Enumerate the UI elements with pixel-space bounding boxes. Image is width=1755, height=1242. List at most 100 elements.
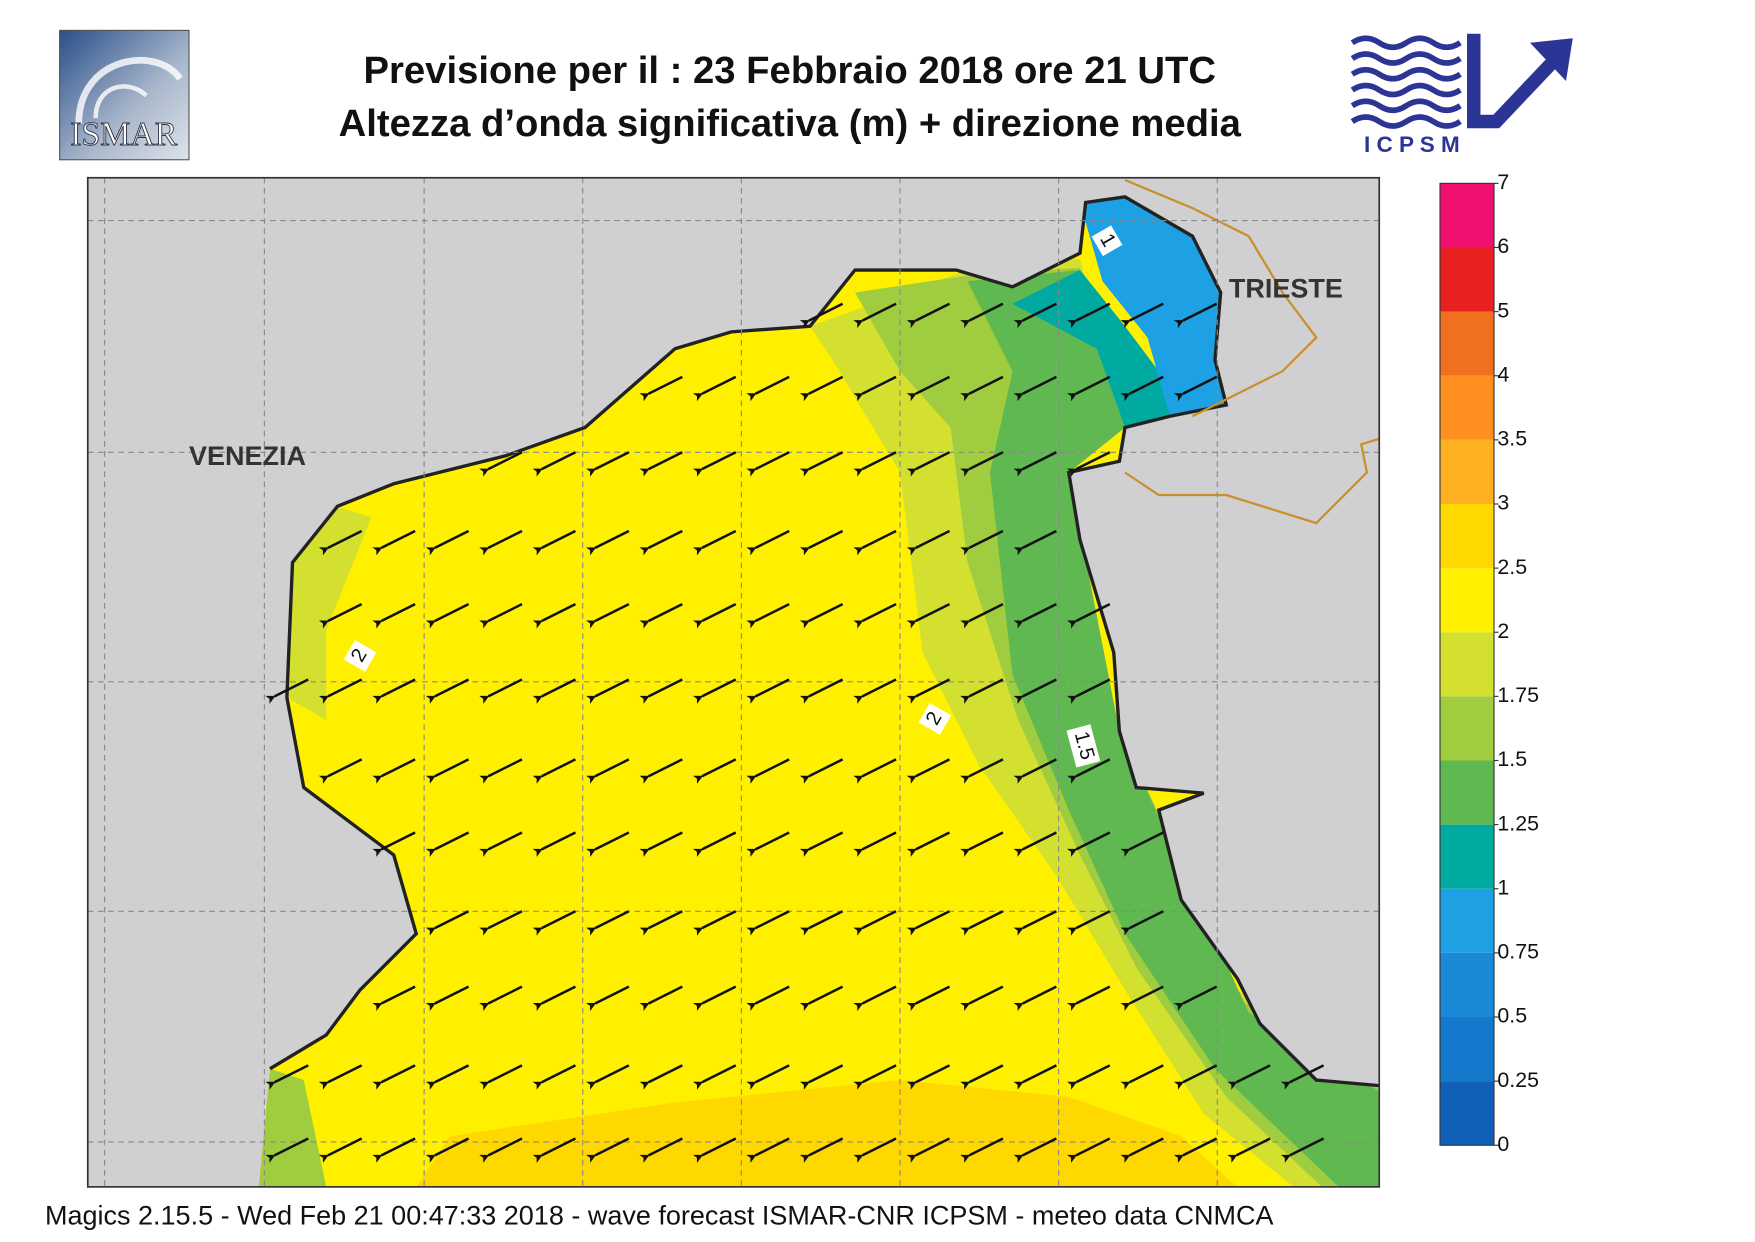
place-label: VENEZIA (189, 441, 306, 471)
arrow (1067, 758, 1111, 784)
colorbar-tick-label: 2.5 (1497, 555, 1527, 579)
arrow (1013, 1064, 1057, 1090)
colorbar-bin (1440, 1081, 1494, 1146)
arrow (853, 529, 897, 556)
arrow (906, 1137, 951, 1163)
arrow (639, 831, 683, 857)
arrow (586, 1064, 630, 1090)
arrow (1173, 302, 1218, 329)
arrow (1067, 302, 1111, 329)
arrow (532, 451, 576, 477)
arrow (1067, 375, 1111, 402)
arrow (746, 529, 790, 556)
arrow (1173, 1064, 1218, 1090)
arrow (799, 678, 844, 704)
arrow (425, 910, 470, 936)
arrow (1120, 1137, 1164, 1163)
colorbar-frame (1439, 182, 1495, 1146)
colorbar-bin (1440, 311, 1494, 376)
arrow (1120, 375, 1164, 402)
arrow (853, 831, 897, 857)
arrow (960, 985, 1004, 1012)
title-line: Previsione per il : 23 Febbraio 2018 ore… (364, 49, 1216, 92)
colorbar-tick-label: 3.5 (1497, 427, 1527, 451)
arrow (746, 758, 790, 784)
arrow (639, 758, 683, 784)
arrow (906, 451, 951, 477)
colorbar-bin (1440, 824, 1494, 889)
arrow (692, 375, 737, 402)
colorbar-bin (1440, 183, 1494, 248)
arrow (586, 831, 630, 857)
arrow (372, 678, 416, 704)
arrow (799, 910, 844, 936)
arrow (372, 603, 416, 629)
arrow (853, 758, 897, 784)
arrow (746, 985, 790, 1012)
arrow (960, 603, 1004, 629)
arrow (372, 831, 416, 857)
arrow (746, 910, 790, 936)
arrow (639, 1064, 683, 1090)
arrow (639, 1137, 683, 1163)
arrow (853, 302, 897, 329)
arrow (372, 985, 416, 1012)
arrow (532, 985, 576, 1012)
wave-zone (416, 1080, 1238, 1187)
arrow (1013, 603, 1057, 629)
ismar-logo: ISMAR (59, 29, 190, 161)
arrow (692, 451, 737, 477)
arrow (639, 678, 683, 704)
arrow (1280, 1064, 1325, 1090)
arrow (906, 1064, 951, 1090)
arrow (799, 451, 844, 477)
arrow (1013, 678, 1057, 704)
arrow (532, 831, 576, 857)
arrow (746, 1137, 790, 1163)
arrow (532, 1137, 576, 1163)
arrow (746, 831, 790, 857)
arrow (1173, 985, 1218, 1012)
colorbar-bin (1440, 760, 1494, 825)
arrow (372, 1064, 416, 1090)
arrow (799, 985, 844, 1012)
arrow (318, 529, 363, 556)
arrow (1173, 1137, 1218, 1163)
wave-zone (967, 270, 1380, 1187)
arrow (532, 1064, 576, 1090)
arrow (586, 910, 630, 936)
arrow (746, 1064, 790, 1090)
wave-zone (286, 506, 372, 720)
colorbar-bin (1440, 247, 1494, 312)
arrow (799, 603, 844, 629)
arrow (692, 678, 737, 704)
arrow (1067, 678, 1111, 704)
colorbar-tick-label: 6 (1497, 234, 1509, 258)
arrow (425, 1064, 470, 1090)
colorbar-bin (1440, 568, 1494, 633)
arrow (746, 451, 790, 477)
wave-zone (258, 1068, 327, 1187)
colorbar-bin (1440, 888, 1494, 953)
arrow (318, 758, 363, 784)
arrow (532, 758, 576, 784)
arrow (586, 1137, 630, 1163)
colorbar-tick-label: 0.25 (1497, 1068, 1539, 1092)
arrow (799, 529, 844, 556)
logo-text: I C P S M (1364, 132, 1460, 157)
arrow (586, 985, 630, 1012)
arrow (853, 678, 897, 704)
arrow (960, 910, 1004, 936)
colorbar-tick-label: 0 (1497, 1132, 1509, 1156)
arrow (799, 375, 844, 402)
arrow (639, 451, 683, 477)
arrow (265, 678, 309, 704)
arrow (1067, 831, 1111, 857)
arrow (1120, 910, 1164, 936)
arrow (479, 1064, 523, 1090)
arrow (906, 910, 951, 936)
arrow (425, 831, 470, 857)
arrow (372, 1137, 416, 1163)
arrow (479, 985, 523, 1012)
